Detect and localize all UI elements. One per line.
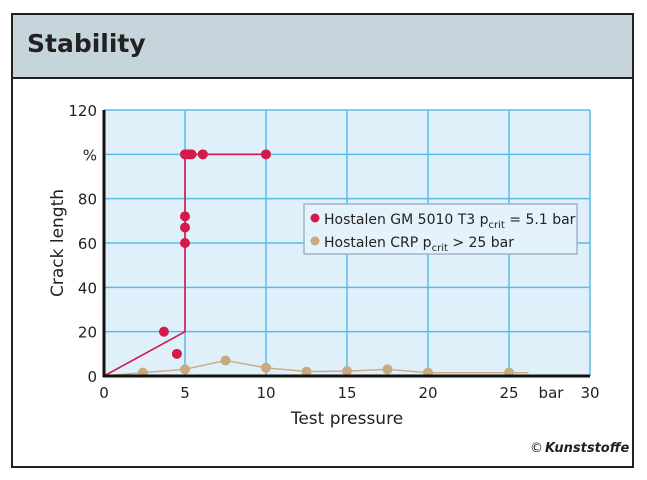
data-point (261, 149, 271, 160)
x-tick-label: 15 (337, 384, 356, 402)
data-point (171, 348, 182, 359)
y-tick-label: 40 (78, 279, 97, 297)
legend-marker (310, 236, 320, 246)
data-point (220, 355, 231, 366)
legend-label: Hostalen CRP pcrit > 25 bar (324, 235, 514, 254)
data-point (158, 326, 169, 337)
legend-label: Hostalen GM 5010 T3 pcrit = 5.1 bar (324, 212, 576, 231)
data-point (186, 149, 197, 160)
y-tick-label: 20 (78, 324, 97, 342)
x-axis-label: Test pressure (290, 409, 403, 429)
y-tick-label: % (83, 146, 97, 164)
x-tick-label: 20 (418, 384, 437, 402)
figure-frame: Stability (11, 13, 634, 468)
y-tick-label: 0 (87, 368, 97, 386)
data-point (180, 211, 190, 222)
legend-marker (310, 213, 320, 223)
y-tick-label: 80 (78, 191, 97, 209)
x-tick-label: 5 (180, 384, 190, 402)
header: Stability (13, 15, 632, 79)
x-tick-label: 10 (256, 384, 275, 402)
y-axis-label: Crack length (48, 189, 68, 297)
copyright-brand: Kunststoffe (545, 441, 630, 456)
data-point (342, 366, 352, 377)
data-point (197, 149, 208, 160)
legend-box (303, 203, 578, 255)
x-tick-label: 25 (499, 384, 518, 402)
data-point (180, 222, 190, 233)
data-point (261, 362, 271, 373)
x-tick-label: 30 (580, 384, 599, 402)
page-title: Stability (27, 29, 146, 58)
x-tick-label: 0 (99, 384, 109, 402)
y-tick-label: 120 (68, 102, 97, 120)
data-point (180, 238, 190, 248)
y-tick-label: 60 (78, 235, 97, 253)
data-point (382, 364, 393, 375)
data-point (180, 364, 190, 375)
copyright-symbol: © (530, 441, 543, 456)
legend: Hostalen GM 5010 T3 pcrit = 5.1 bar Hosta… (303, 203, 578, 255)
data-point (301, 366, 312, 377)
x-unit-label: bar (539, 384, 565, 402)
